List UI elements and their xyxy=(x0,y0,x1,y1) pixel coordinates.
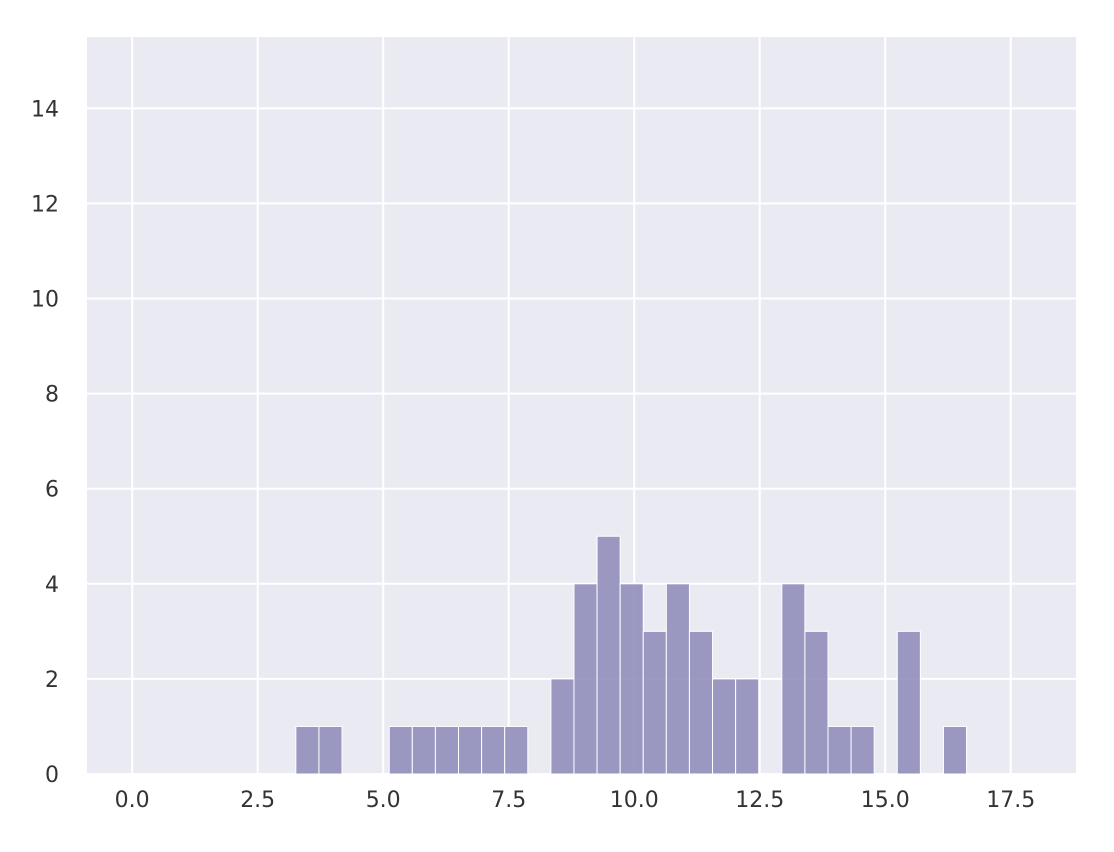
x-gridlines xyxy=(131,37,1012,774)
x-tick-label: 2.5 xyxy=(240,788,275,813)
histogram-bar xyxy=(942,725,968,775)
histogram-bar xyxy=(781,583,806,775)
y-tick-label: 10 xyxy=(31,288,59,313)
histogram-bar xyxy=(458,725,483,775)
y-tick-label: 0 xyxy=(45,763,59,788)
y-tick-labels: 0 2 4 6 8 10 12 14 xyxy=(31,97,59,788)
x-tick-label: 10.0 xyxy=(610,788,659,813)
x-tick-label: 0.0 xyxy=(115,788,150,813)
histogram-bar xyxy=(619,583,644,775)
y-tick-label: 14 xyxy=(31,97,59,122)
histogram-bar xyxy=(850,725,875,775)
histogram-bar xyxy=(827,725,852,775)
histogram-bar xyxy=(596,535,621,775)
histogram-bar xyxy=(318,725,343,775)
x-tick-labels: 0.0 2.5 5.0 7.5 10.0 12.5 15.0 17.5 xyxy=(115,788,1036,813)
histogram-bar xyxy=(804,630,829,775)
histogram-bar xyxy=(642,630,667,775)
histogram-bars xyxy=(295,535,968,775)
histogram-bar xyxy=(434,725,460,775)
histogram-bar xyxy=(688,630,714,775)
y-tick-label: 6 xyxy=(45,478,59,503)
y-tick-label: 2 xyxy=(45,668,59,693)
histogram-bar xyxy=(550,678,575,775)
histogram-bar xyxy=(735,678,760,775)
histogram-bar xyxy=(411,725,436,775)
histogram-bar xyxy=(295,725,320,775)
y-tick-label: 8 xyxy=(45,383,59,408)
histogram-bar xyxy=(481,725,506,775)
histogram-bar xyxy=(388,725,413,775)
histogram-bar xyxy=(665,583,690,775)
x-tick-label: 17.5 xyxy=(986,788,1035,813)
x-tick-label: 5.0 xyxy=(366,788,401,813)
histogram-bar xyxy=(896,630,921,775)
x-tick-label: 7.5 xyxy=(491,788,526,813)
x-tick-label: 12.5 xyxy=(735,788,784,813)
y-tick-label: 12 xyxy=(31,192,59,217)
y-tick-label: 4 xyxy=(45,573,59,598)
x-tick-label: 15.0 xyxy=(861,788,910,813)
histogram-bar xyxy=(504,725,529,775)
histogram-bar xyxy=(573,583,598,775)
histogram-bar xyxy=(712,678,737,775)
